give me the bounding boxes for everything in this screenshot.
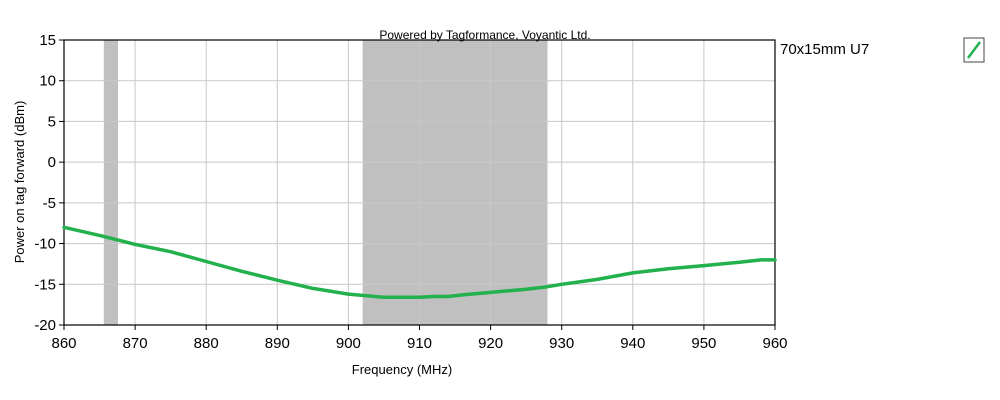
y-tick-label: 15 [39,32,56,49]
x-tick-label: 910 [407,335,432,352]
x-tick-label: 880 [194,335,219,352]
x-tick-label: 950 [691,335,716,352]
watermark-text: Powered by Tagformance, Voyantic Ltd. [379,28,590,42]
series-line-0 [62,225,777,300]
x-tick-label: 900 [336,335,361,352]
x-tick-label: 940 [620,335,645,352]
legend-swatch-icon[interactable] [963,37,985,63]
y-tick-label: 5 [48,113,56,130]
y-tick-label: -20 [34,317,56,334]
axis-ticks: 860 870 880 890 900 910 920 930 940 950 960 15 10 5 0 -… [34,32,787,352]
x-tick-label: 930 [549,335,574,352]
y-tick-label: -15 [34,276,56,293]
shaded-band-0 [103,40,119,325]
y-tick-label: -10 [34,236,56,253]
legend-series-label: 70x15mm U7 [780,41,869,58]
y-tick-label: 0 [48,154,56,171]
x-tick-label: 870 [123,335,148,352]
y-tick-label: -5 [43,195,56,212]
x-tick-label: 960 [762,335,787,352]
x-tick-label: 920 [478,335,503,352]
y-axis-title: Power on tag forward (dBm) [12,101,27,264]
x-tick-label: 860 [51,335,76,352]
shaded-band-1 [362,40,548,325]
x-tick-label: 890 [265,335,290,352]
y-tick-label: 10 [39,73,56,90]
x-axis-title: Frequency (MHz) [352,362,452,377]
shaded-bands [103,40,548,325]
series-layer [62,225,777,300]
